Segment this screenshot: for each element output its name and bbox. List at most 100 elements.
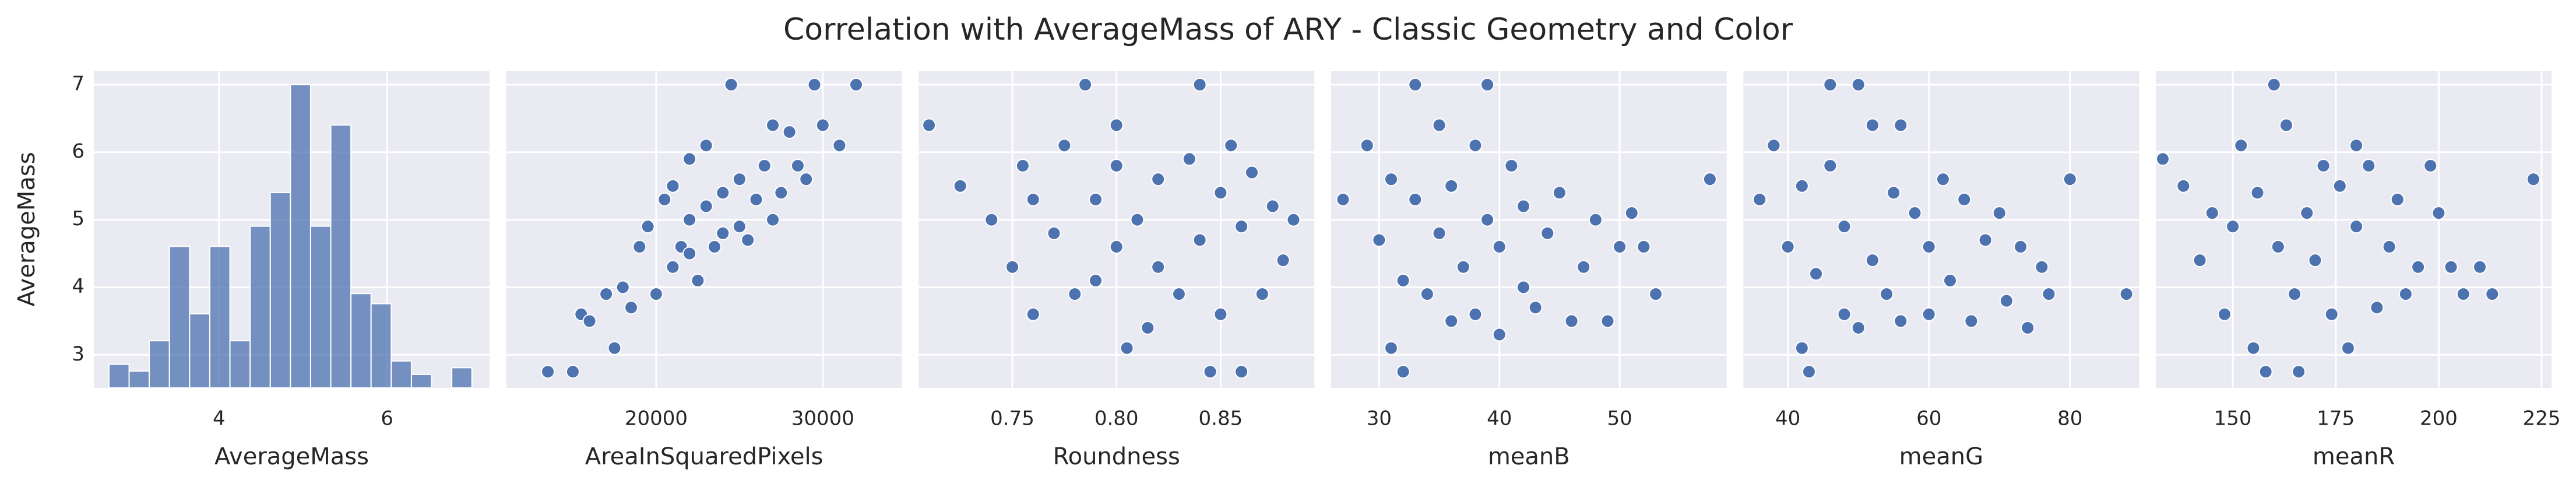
- x-axis-label: meanG: [1899, 443, 1983, 470]
- scatter-point: [1957, 192, 1972, 206]
- histogram-bar: [249, 225, 271, 388]
- scatter-point: [2267, 78, 2281, 92]
- scatter-point: [2485, 287, 2500, 302]
- scatter-point: [1192, 78, 1207, 92]
- histogram-bar: [410, 373, 432, 388]
- scatter-point: [790, 159, 805, 173]
- scatter-point: [1528, 300, 1543, 315]
- scatter-point: [1780, 240, 1795, 254]
- x-axis-label: Roundness: [1053, 443, 1180, 470]
- scatter-point: [1624, 206, 1639, 220]
- scatter-point: [1088, 273, 1103, 288]
- x-tick-label: 50: [1607, 407, 1632, 430]
- scatter-point: [1823, 159, 1838, 173]
- x-tick-label: 225: [2523, 407, 2561, 430]
- scatter-point: [2279, 118, 2293, 132]
- scatter-point: [1823, 78, 1838, 92]
- scatter-point: [1943, 273, 1958, 288]
- scatter-point: [724, 78, 738, 92]
- scatter-point: [1396, 273, 1410, 288]
- scatter-point: [1015, 159, 1030, 173]
- scatter-point: [716, 186, 730, 200]
- x-tick-label: 200: [2420, 407, 2458, 430]
- scatter-point: [2258, 365, 2273, 379]
- scatter-point: [1887, 186, 1901, 200]
- scatter-point: [649, 287, 663, 302]
- scatter-point: [774, 186, 789, 200]
- scatter-point: [1752, 192, 1767, 206]
- scatter-point: [1702, 172, 1717, 187]
- histogram-bar: [309, 225, 332, 388]
- x-tick-label: 60: [1916, 407, 1941, 430]
- x-tick-label: 0.80: [1095, 407, 1139, 430]
- scatter-point: [1408, 192, 1423, 206]
- y-tick-label: 7: [72, 72, 85, 96]
- scatter-point: [2398, 287, 2413, 302]
- plot-background: [506, 71, 902, 388]
- y-tick-label: 6: [72, 139, 85, 163]
- scatter-point: [1432, 118, 1447, 132]
- scatter-point: [2250, 186, 2265, 200]
- scatter-point: [1192, 233, 1207, 247]
- x-tick-label: 175: [2317, 407, 2355, 430]
- y-axis-label: AverageMass: [13, 152, 40, 307]
- scatter-point: [2063, 172, 2077, 187]
- scatter-point: [2370, 300, 2384, 315]
- scatter-point: [1088, 192, 1103, 206]
- scatter-point: [2349, 219, 2364, 234]
- scatter-point: [732, 219, 747, 234]
- scatter-point: [2021, 320, 2035, 335]
- plot-background: [1743, 71, 2139, 388]
- scatter-point: [1224, 138, 1238, 153]
- scatter-point: [2205, 206, 2219, 220]
- scatter-point: [1516, 199, 1531, 214]
- scatter-point: [1384, 172, 1398, 187]
- scatter-point: [582, 314, 597, 328]
- scatter-point: [1588, 212, 1603, 227]
- x-tick-label: 40: [1487, 407, 1512, 430]
- scatter-point: [716, 226, 730, 240]
- scatter-point: [832, 138, 847, 153]
- scatter-point: [1372, 233, 1386, 247]
- scatter-point: [666, 260, 680, 274]
- scatter-point: [2234, 138, 2248, 153]
- histogram-bar: [269, 191, 291, 388]
- scatter-point: [1120, 341, 1134, 355]
- scatter-point: [1865, 118, 1880, 132]
- x-axis-label: meanB: [1488, 443, 1570, 470]
- scatter-point: [1801, 365, 1816, 379]
- scatter-point: [1794, 178, 1809, 193]
- scatter-point: [1432, 226, 1447, 240]
- histogram-bar: [189, 313, 210, 389]
- scatter-point: [766, 212, 780, 227]
- scatter-point: [741, 233, 755, 247]
- scatter-point: [2308, 253, 2322, 268]
- scatter-point: [1276, 253, 1290, 268]
- scatter-point: [2176, 178, 2191, 193]
- scatter-point: [1420, 287, 1434, 302]
- scatter-point: [1468, 307, 1483, 321]
- scatter-point: [1922, 307, 1936, 321]
- scatter-point: [1255, 287, 1269, 302]
- scatter-point: [691, 273, 705, 288]
- scatter-point: [1837, 307, 1852, 321]
- scatter-point: [815, 118, 830, 132]
- scatter-point: [1182, 152, 1196, 166]
- x-tick-label: 30000: [791, 407, 854, 430]
- scatter-point: [682, 246, 697, 261]
- scatter-point: [1109, 159, 1124, 173]
- scatter-point: [607, 341, 622, 355]
- scatter-point: [757, 159, 772, 173]
- scatter-point: [807, 78, 822, 92]
- scatter-point: [1600, 314, 1615, 328]
- scatter-point: [615, 280, 630, 295]
- scatter-point: [1851, 78, 1866, 92]
- x-tick-label: 150: [2214, 407, 2252, 430]
- scatter-point: [1851, 320, 1866, 335]
- scatter-point: [1504, 159, 1519, 173]
- scatter-point: [1794, 341, 1809, 355]
- histogram-bar: [330, 124, 352, 388]
- scatter-point: [682, 212, 697, 227]
- x-tick-label: 0.75: [990, 407, 1034, 430]
